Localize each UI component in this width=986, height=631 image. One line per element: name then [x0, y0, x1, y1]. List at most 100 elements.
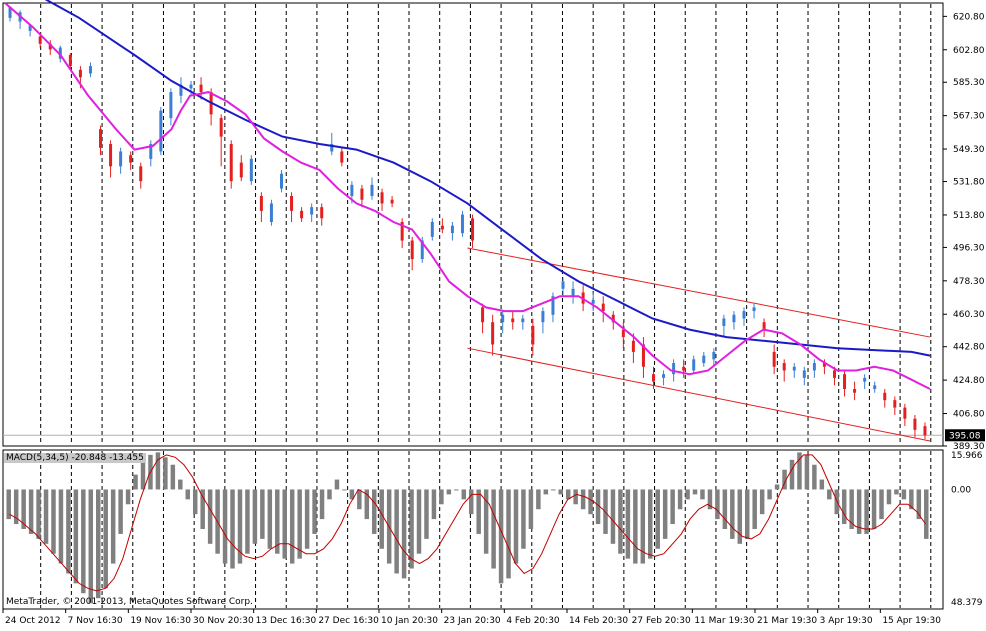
macd-signal-line[interactable] — [9, 454, 927, 592]
candle[interactable] — [692, 355, 696, 375]
candle[interactable] — [219, 114, 223, 167]
candle[interactable] — [641, 337, 645, 378]
candle[interactable] — [450, 221, 454, 241]
candle[interactable] — [712, 348, 716, 367]
candle[interactable] — [48, 40, 52, 55]
candle[interactable] — [621, 322, 625, 349]
candle[interactable] — [99, 125, 103, 156]
candle[interactable] — [229, 140, 233, 189]
candle-body — [310, 207, 314, 215]
candle[interactable] — [863, 374, 867, 390]
candle[interactable] — [531, 318, 535, 356]
channel-upper-line[interactable] — [467, 247, 931, 338]
candle[interactable] — [259, 192, 263, 222]
candle[interactable] — [279, 170, 283, 193]
candle[interactable] — [802, 366, 806, 386]
candle[interactable] — [310, 203, 314, 222]
candle[interactable] — [682, 359, 686, 378]
candle[interactable] — [853, 381, 857, 401]
candle[interactable] — [249, 155, 253, 185]
candle[interactable] — [269, 199, 273, 226]
ma-fast-line[interactable] — [4, 2, 931, 390]
candle[interactable] — [28, 25, 32, 37]
candle-body — [863, 377, 867, 382]
candle[interactable] — [752, 303, 756, 319]
candle[interactable] — [320, 203, 324, 226]
candle[interactable] — [782, 359, 786, 382]
candle[interactable] — [561, 277, 565, 297]
candle[interactable] — [410, 236, 414, 271]
candle[interactable] — [109, 140, 113, 178]
candle[interactable] — [330, 132, 334, 156]
candle[interactable] — [159, 106, 163, 156]
time-tick-label: 21 Mar 19:30 — [757, 616, 817, 626]
candle[interactable] — [903, 403, 907, 427]
candle[interactable] — [380, 188, 384, 211]
candle[interactable] — [601, 296, 605, 323]
candle[interactable] — [913, 415, 917, 438]
candle[interactable] — [360, 184, 364, 208]
candle-body — [269, 203, 273, 222]
candle[interactable] — [631, 333, 635, 364]
candle[interactable] — [652, 366, 656, 390]
candle[interactable] — [139, 162, 143, 189]
macd-bar — [849, 489, 854, 529]
candle[interactable] — [732, 311, 736, 330]
candle[interactable] — [662, 370, 666, 386]
channel-lower-line[interactable] — [467, 347, 931, 442]
candle[interactable] — [440, 218, 444, 234]
candle-body — [360, 188, 364, 200]
candle[interactable] — [340, 147, 344, 167]
candle[interactable] — [702, 351, 706, 367]
candle[interactable] — [923, 422, 927, 440]
macd-bar — [677, 489, 683, 510]
candle[interactable] — [430, 218, 434, 241]
candle[interactable] — [189, 80, 193, 96]
candle[interactable] — [119, 147, 123, 174]
candle[interactable] — [129, 151, 133, 171]
candle[interactable] — [541, 307, 545, 334]
macd-bar — [916, 489, 922, 520]
candle[interactable] — [179, 77, 183, 104]
macd-bar — [774, 484, 780, 490]
candle[interactable] — [169, 88, 173, 126]
candle[interactable] — [501, 311, 505, 334]
candle[interactable] — [571, 281, 575, 304]
candle[interactable] — [551, 292, 555, 323]
candle[interactable] — [742, 307, 746, 326]
candle[interactable] — [149, 140, 153, 167]
candle[interactable] — [722, 314, 726, 338]
candle[interactable] — [8, 6, 12, 22]
candle[interactable] — [471, 214, 475, 248]
candle[interactable] — [400, 218, 404, 248]
candle[interactable] — [199, 77, 203, 100]
candle[interactable] — [762, 318, 766, 338]
candle[interactable] — [370, 177, 374, 200]
macd-bar — [342, 489, 347, 491]
candle[interactable] — [893, 396, 897, 416]
candle[interactable] — [521, 314, 525, 330]
candle[interactable] — [390, 196, 394, 208]
candle-body — [8, 6, 12, 18]
candle[interactable] — [88, 62, 92, 78]
candle[interactable] — [68, 53, 72, 70]
candle[interactable] — [832, 366, 836, 386]
price-tick-label: 460.30 — [953, 310, 985, 320]
candle[interactable] — [873, 381, 877, 393]
candle[interactable] — [792, 363, 796, 378]
candle[interactable] — [481, 303, 485, 334]
candle[interactable] — [883, 389, 887, 408]
candle[interactable] — [300, 207, 304, 222]
macd-bar — [401, 489, 407, 579]
candle[interactable] — [491, 314, 495, 356]
candle[interactable] — [239, 155, 243, 182]
candle[interactable] — [591, 292, 595, 312]
candle[interactable] — [772, 344, 776, 375]
candle[interactable] — [843, 370, 847, 397]
candle[interactable] — [460, 210, 464, 237]
candle[interactable] — [290, 192, 294, 222]
candle[interactable] — [511, 311, 515, 330]
candle[interactable] — [812, 359, 816, 378]
